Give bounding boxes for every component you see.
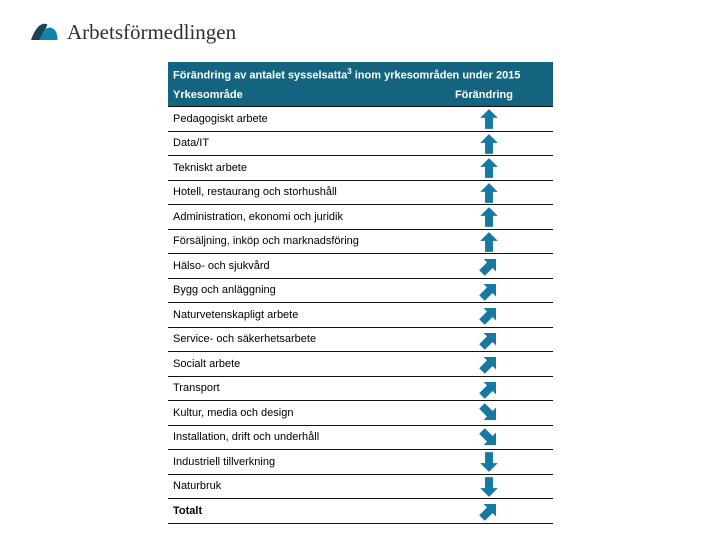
arbetsformedlingen-logo-icon [31, 23, 58, 40]
occupation-label: Socialt arbete [173, 357, 241, 370]
table-row: Industriell tillverkning [168, 450, 553, 475]
change-arrow-icon [478, 206, 500, 228]
change-arrow-icon [478, 182, 500, 204]
table-header: Förändring av antalet sysselsatta3 inom … [168, 62, 553, 106]
table-row: Totalt [168, 499, 553, 524]
employment-change-table: Förändring av antalet sysselsatta3 inom … [168, 62, 553, 524]
table-row: Installation, drift och underhåll [168, 426, 553, 450]
change-arrow-icon [478, 133, 500, 155]
column-headers: Yrkesområde Förändring [173, 89, 547, 101]
occupation-label: Pedagogiskt arbete [173, 112, 268, 125]
table-rows: Pedagogiskt arbete Data/IT Tekniskt arbe… [168, 106, 553, 524]
occupation-label: Kultur, media och design [173, 406, 294, 419]
occupation-label: Data/IT [173, 137, 210, 150]
table-row: Transport [168, 377, 553, 401]
change-arrow-icon [478, 329, 500, 351]
table-row: Data/IT [168, 132, 553, 156]
occupation-label: Hälso- och sjukvård [173, 259, 270, 272]
change-arrow-icon [478, 451, 500, 473]
col-header-change: Förändring [454, 88, 513, 101]
occupation-label: Transport [173, 382, 220, 395]
table-row: Kultur, media och design [168, 401, 553, 426]
change-arrow-icon [478, 108, 500, 130]
change-arrow-icon [478, 476, 500, 498]
table-row: Pedagogiskt arbete [168, 107, 553, 132]
col-header-occupation: Yrkesområde [173, 88, 243, 101]
table-row: Administration, ekonomi och juridik [168, 205, 553, 230]
table-title: Förändring av antalet sysselsatta3 inom … [173, 67, 521, 82]
change-arrow-icon [478, 280, 500, 302]
change-arrow-icon [478, 353, 500, 375]
change-arrow-icon [478, 231, 500, 253]
occupation-label: Tekniskt arbete [173, 161, 247, 174]
occupation-label: Naturbruk [173, 480, 222, 493]
occupation-label: Totalt [173, 504, 203, 517]
table-row: Hälso- och sjukvård [168, 254, 553, 279]
occupation-label: Naturvetenskapligt arbete [173, 308, 299, 321]
table-row: Hotell, restaurang och storhushåll [168, 181, 553, 205]
change-arrow-icon [478, 427, 500, 449]
change-arrow-icon [478, 378, 500, 400]
logo: Arbetsförmedlingen [30, 20, 236, 45]
table-row: Naturvetenskapligt arbete [168, 303, 553, 328]
occupation-label: Service- och säkerhetsarbete [173, 333, 317, 346]
table-row: Naturbruk [168, 475, 553, 499]
table-row: Service- och säkerhetsarbete [168, 328, 553, 352]
change-arrow-icon [478, 304, 500, 326]
occupation-label: Hotell, restaurang och storhushåll [173, 186, 337, 199]
occupation-label: Industriell tillverkning [173, 455, 276, 468]
occupation-label: Installation, drift och underhåll [173, 431, 320, 444]
table-row: Försäljning, inköp och marknadsföring [168, 230, 553, 254]
title-footnote-marker: 3 [347, 67, 352, 76]
occupation-label: Administration, ekonomi och juridik [173, 210, 343, 223]
table-row: Socialt arbete [168, 352, 553, 377]
change-arrow-icon [478, 255, 500, 277]
change-arrow-icon [478, 157, 500, 179]
change-arrow-icon [478, 402, 500, 424]
logo-text: Arbetsförmedlingen [67, 20, 237, 44]
occupation-label: Försäljning, inköp och marknadsföring [173, 235, 359, 248]
occupation-label: Bygg och anläggning [173, 284, 276, 297]
table-row: Tekniskt arbete [168, 156, 553, 181]
change-arrow-icon [478, 500, 500, 522]
table-row: Bygg och anläggning [168, 279, 553, 303]
